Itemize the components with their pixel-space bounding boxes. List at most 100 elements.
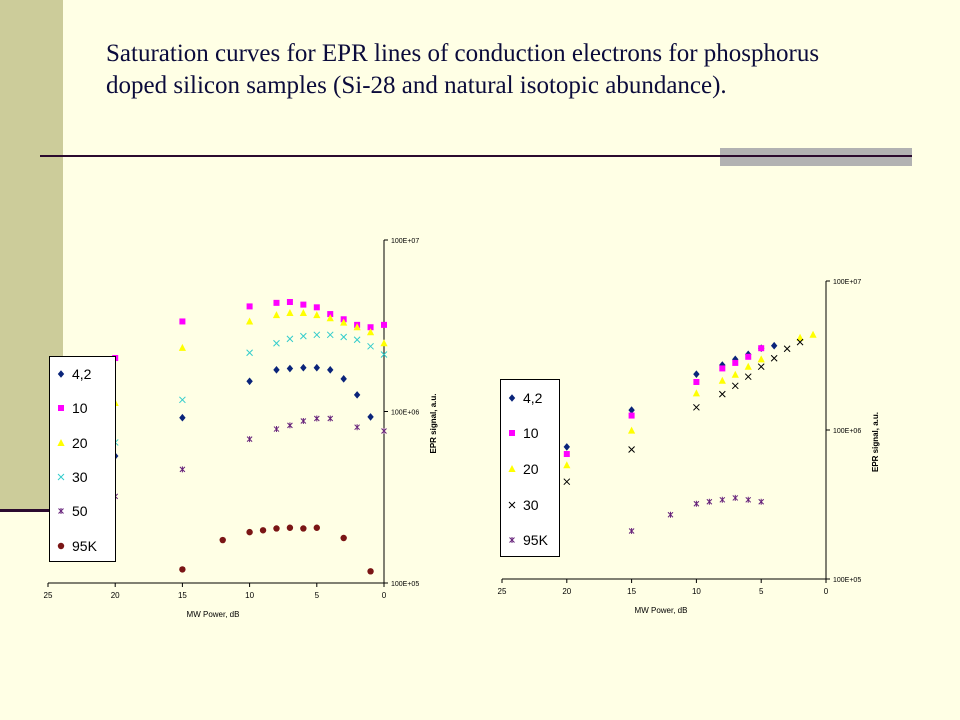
- data-point: [273, 426, 280, 433]
- data-point: [367, 568, 374, 575]
- series-20: [111, 309, 388, 407]
- legend-label: 4,2: [72, 366, 92, 383]
- data-point: [796, 338, 804, 346]
- data-point: [259, 527, 267, 534]
- data-point: [731, 382, 739, 390]
- data-point: [381, 427, 387, 434]
- legend-marker-shape: [58, 405, 64, 412]
- data-point: [563, 461, 571, 469]
- data-point: [313, 524, 320, 531]
- data-point: [745, 496, 752, 503]
- slide-title: Saturation curves for EPR lines of condu…: [106, 40, 820, 99]
- legend-entry: 10: [54, 391, 115, 425]
- data-point: [287, 422, 293, 429]
- legend-entry: 20: [505, 451, 559, 487]
- data-point: [693, 500, 700, 507]
- data-point: [366, 328, 375, 336]
- series-95K: [179, 524, 374, 575]
- data-point: [179, 318, 186, 325]
- data-point: [354, 424, 360, 431]
- legend-entry: 30: [54, 460, 115, 494]
- data-point: [731, 370, 739, 378]
- data-point: [353, 323, 361, 331]
- legend-label: 10: [72, 400, 88, 417]
- legend-label: 95K: [523, 532, 548, 549]
- y-axis-label: EPR signal, a.u.: [429, 393, 438, 453]
- chart-left-legend: 4,2 10 20 30 50 95K: [49, 356, 116, 562]
- y-tick-label: 100E+07: [391, 238, 419, 245]
- data-point: [327, 366, 334, 374]
- data-point: [313, 304, 320, 311]
- legend-marker-icon: [54, 403, 68, 413]
- data-point: [313, 415, 320, 422]
- y-tick-label: 100E+06: [833, 428, 861, 435]
- data-point: [179, 566, 186, 573]
- legend-label: 95K: [72, 537, 97, 554]
- data-point: [809, 330, 817, 338]
- data-point: [563, 451, 570, 458]
- legend-marker-shape: [508, 501, 516, 508]
- chart-right-legend: 4,2 10 20 30 95K: [500, 379, 560, 557]
- legend-entry: 20: [54, 426, 115, 460]
- data-point: [628, 527, 635, 534]
- data-point: [273, 299, 280, 306]
- data-point: [179, 466, 186, 473]
- x-tick-label: 15: [178, 591, 187, 600]
- data-point: [719, 496, 726, 503]
- x-tick-label: 25: [498, 587, 507, 596]
- x-tick-label: 20: [562, 587, 571, 596]
- data-point: [732, 359, 739, 366]
- x-axis-label: MW Power, dB: [635, 606, 688, 615]
- data-point: [178, 343, 186, 351]
- x-tick-label: 0: [382, 591, 387, 600]
- data-point: [758, 498, 765, 505]
- x-tick-label: 10: [692, 587, 701, 596]
- legend-marker-shape: [57, 542, 65, 549]
- data-point: [340, 333, 348, 341]
- data-point: [563, 443, 570, 451]
- legend-label: 50: [72, 503, 88, 520]
- legend-entry: 4,2: [54, 357, 115, 391]
- data-point: [300, 418, 307, 425]
- series-30: [111, 331, 388, 446]
- data-point: [719, 365, 726, 372]
- data-point: [757, 363, 765, 371]
- data-point: [273, 366, 280, 374]
- legend-marker-shape: [508, 464, 516, 472]
- data-point: [246, 528, 253, 536]
- legend-marker-shape: [509, 537, 515, 544]
- x-tick-label: 10: [245, 591, 254, 600]
- data-point: [313, 363, 320, 372]
- data-point: [246, 349, 253, 357]
- legend-entry: 95K: [54, 529, 115, 563]
- data-point: [340, 318, 348, 326]
- data-point: [367, 342, 374, 350]
- data-point: [693, 378, 700, 385]
- data-point: [796, 333, 804, 341]
- data-point: [286, 335, 294, 343]
- data-point: [286, 309, 294, 317]
- data-point: [327, 311, 334, 318]
- data-point: [770, 354, 778, 362]
- data-point: [313, 311, 321, 319]
- data-point: [219, 536, 226, 544]
- legend-marker-icon: [505, 535, 519, 545]
- data-point: [380, 339, 388, 347]
- legend-marker-icon: [54, 438, 68, 448]
- x-tick-label: 0: [824, 587, 829, 596]
- series-4,2: [112, 363, 374, 460]
- data-point: [628, 412, 635, 419]
- data-point: [273, 339, 280, 347]
- x-tick-label: 15: [627, 587, 636, 596]
- series-50: [112, 415, 387, 500]
- legend-marker-icon: [505, 500, 519, 510]
- data-point: [327, 415, 334, 422]
- x-tick-label: 5: [315, 591, 320, 600]
- x-axis-label: MW Power, dB: [187, 610, 240, 619]
- data-point: [246, 377, 253, 386]
- data-point: [286, 364, 294, 373]
- legend-marker-icon: [54, 541, 68, 551]
- legend-marker-shape: [57, 370, 65, 378]
- data-point: [313, 331, 321, 339]
